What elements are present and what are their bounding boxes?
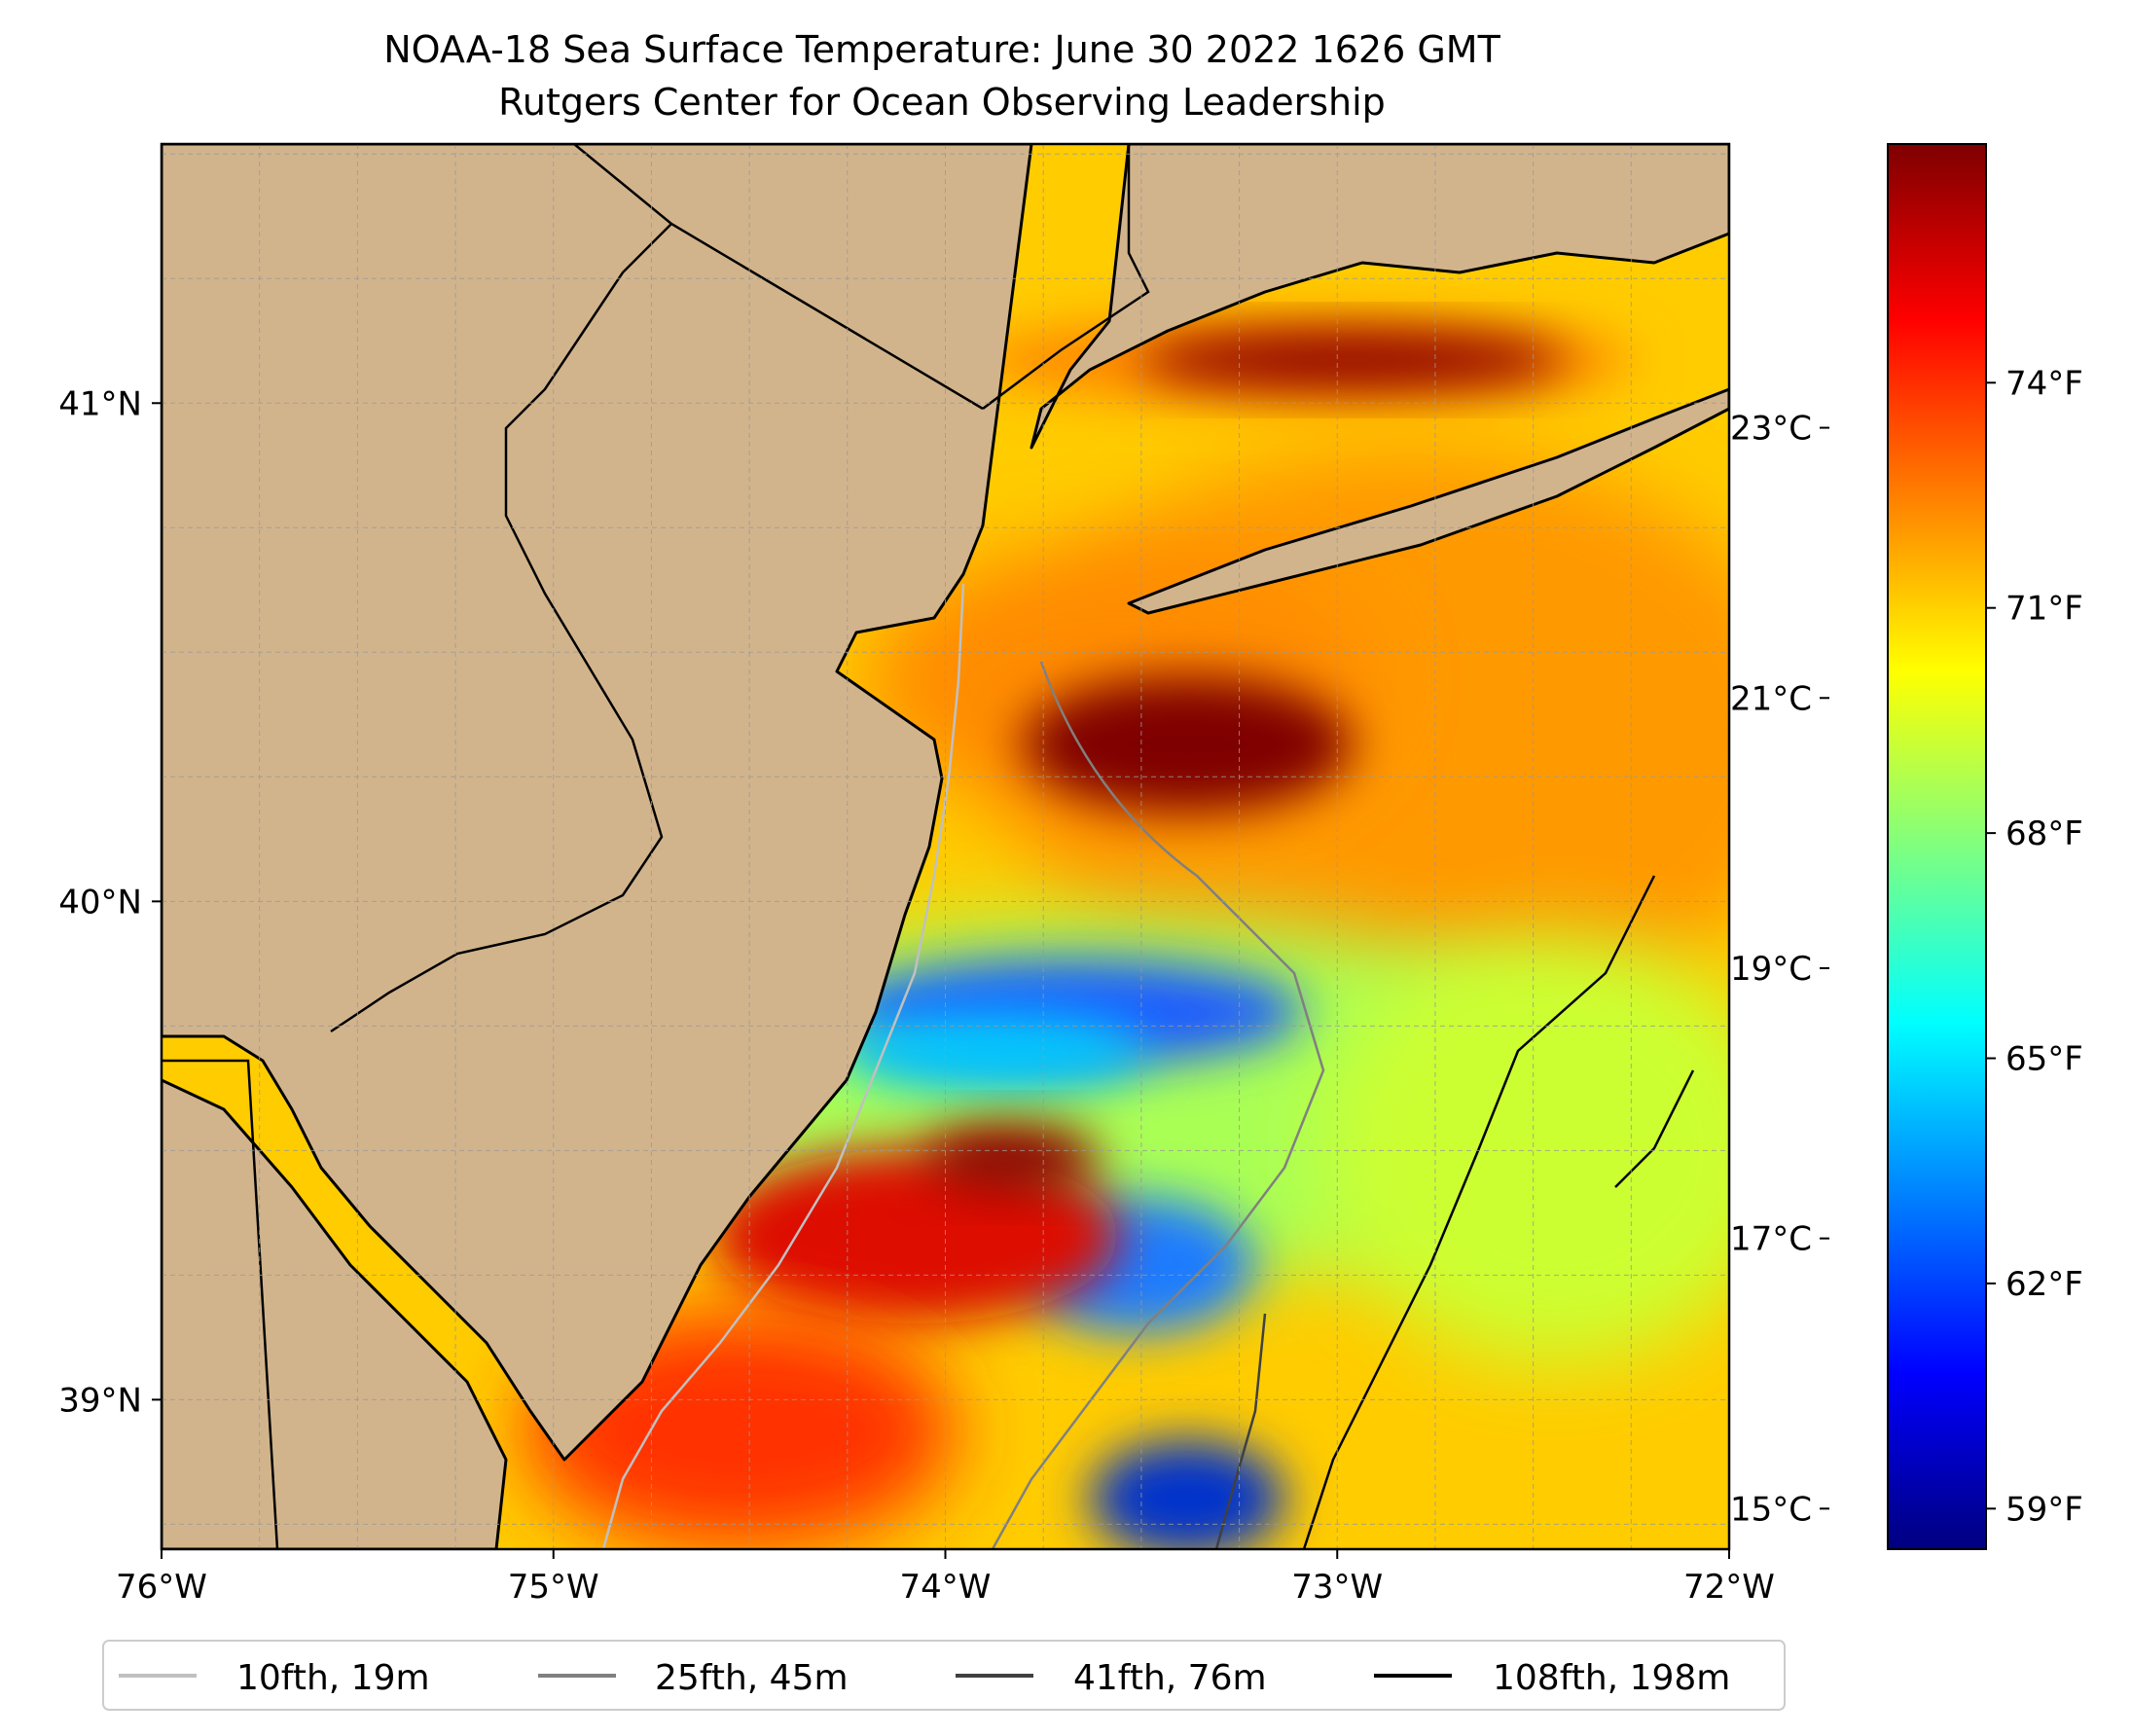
- celsius-tick-label: 15°C: [1730, 1490, 1812, 1529]
- bathymetry-contours: [601, 583, 1695, 1549]
- contour-198m: [1302, 875, 1695, 1549]
- title-line-1: NOAA-18 Sea Surface Temperature: June 30…: [383, 28, 1500, 71]
- title-line-2: Rutgers Center for Ocean Observing Leade…: [498, 81, 1386, 124]
- celsius-tick-label: 17°C: [1730, 1220, 1812, 1259]
- colorbar-celsius-axis: 15°C 17°C 19°C 21°C 23°C: [1730, 410, 1829, 1529]
- lat-tick-label: 41°N: [58, 384, 142, 423]
- colorbar: [1887, 143, 1987, 1550]
- legend-label-25fth: 25fth, 45m: [655, 1658, 849, 1698]
- legend-box: [102, 1640, 1786, 1711]
- lon-tick-label: 74°W: [900, 1568, 992, 1607]
- fahrenheit-tick-label: 62°F: [2006, 1265, 2083, 1304]
- lon-tick-label: 76°W: [116, 1568, 207, 1607]
- map-gridlines: [161, 144, 1730, 1549]
- contour-19m: [601, 583, 965, 1549]
- legend-label-41fth: 41fth, 76m: [1073, 1658, 1267, 1698]
- legend-label-108fth: 108fth, 198m: [1493, 1658, 1730, 1698]
- delmarva-land: [162, 1078, 508, 1549]
- lon-tick-label: 73°W: [1291, 1568, 1383, 1607]
- celsius-tick-label: 23°C: [1730, 410, 1812, 449]
- fahrenheit-tick-label: 74°F: [2006, 364, 2083, 403]
- lat-tick-label: 40°N: [58, 883, 142, 922]
- lat-tick-label: 39°N: [58, 1381, 142, 1420]
- map-panel: [162, 144, 1729, 1549]
- fahrenheit-tick-label: 68°F: [2006, 814, 2083, 853]
- lon-tick-label: 75°W: [508, 1568, 599, 1607]
- celsius-tick-label: 21°C: [1730, 679, 1812, 718]
- state-borders: [162, 144, 1150, 1549]
- land: [162, 144, 1729, 1549]
- celsius-tick-label: 19°C: [1730, 950, 1812, 989]
- contour-45m: [991, 661, 1325, 1549]
- fahrenheit-tick-label: 65°F: [2006, 1040, 2083, 1079]
- fahrenheit-tick-label: 71°F: [2006, 590, 2083, 629]
- longitude-axis: 76°W 75°W 74°W 73°W 72°W: [116, 1549, 1775, 1607]
- fahrenheit-tick-label: 59°F: [2006, 1490, 2083, 1529]
- lon-tick-label: 72°W: [1683, 1568, 1775, 1607]
- contour-76m: [1214, 1313, 1267, 1549]
- latitude-axis: 39°N 40°N 41°N: [58, 384, 162, 1420]
- colorbar-fahrenheit-axis: 59°F 62°F 65°F 68°F 71°F 74°F: [1986, 364, 2083, 1529]
- long-island: [1127, 387, 1729, 615]
- legend-label-10fth: 10fth, 19m: [236, 1658, 430, 1698]
- contour-legend: 10fth, 19m 25fth, 45m 41fth, 76m 108fth,…: [102, 1640, 1786, 1711]
- nj-pa-de-land: [162, 144, 1033, 1462]
- new-england-land: [1030, 144, 1729, 450]
